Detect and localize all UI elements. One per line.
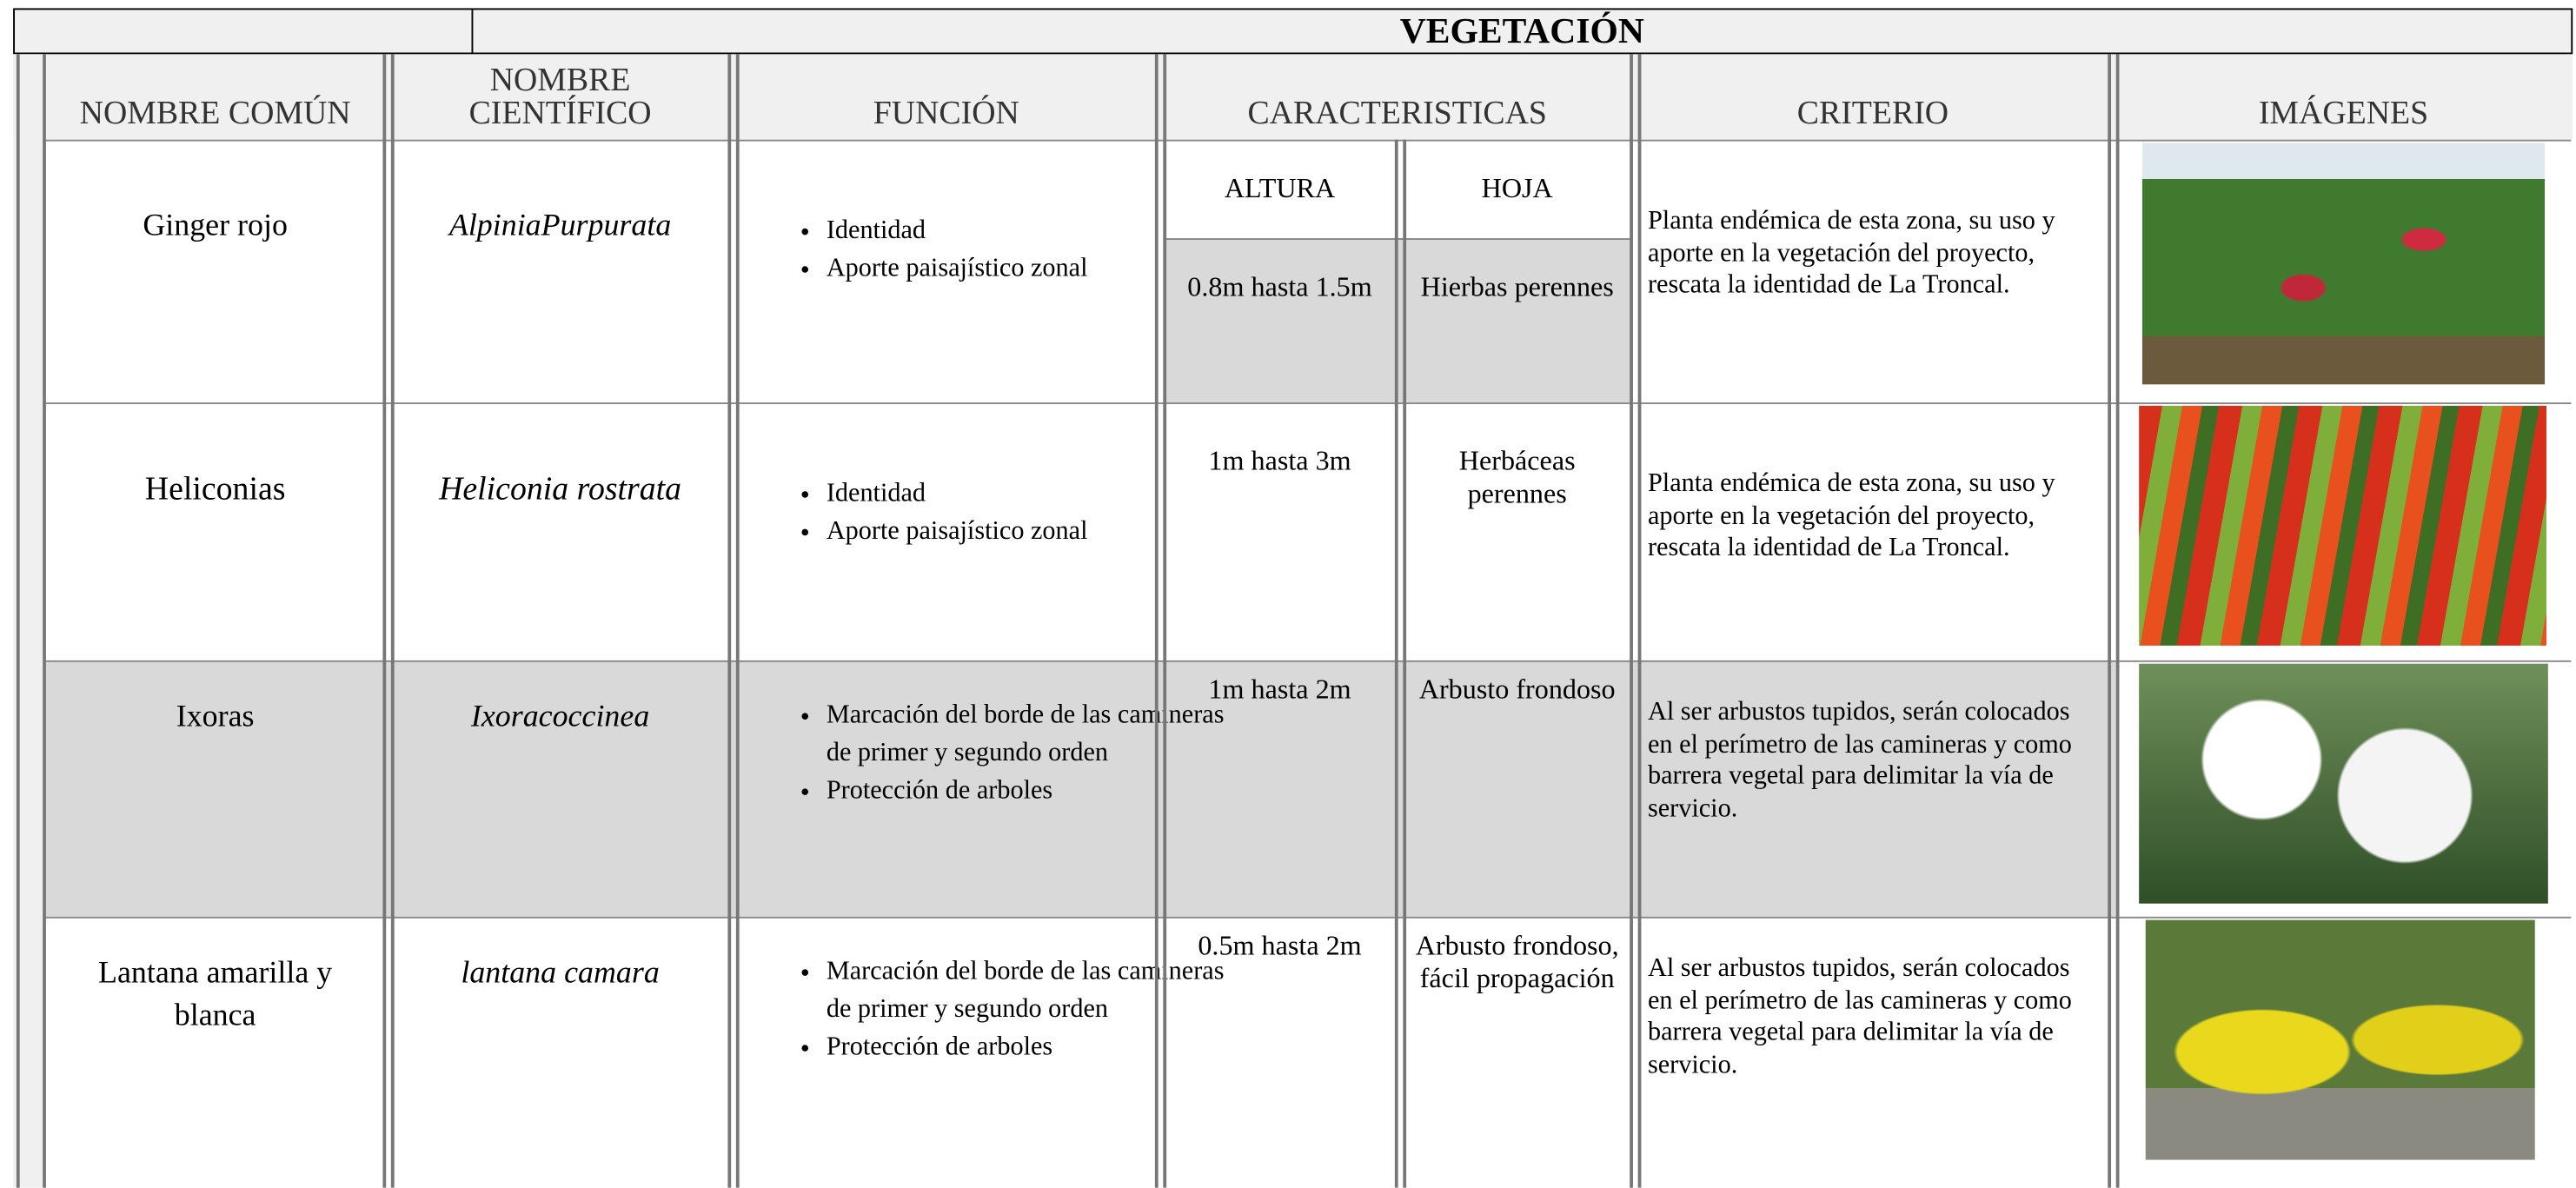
v-line — [1163, 54, 1167, 1188]
column-header: NOMBRE COMÚN — [46, 54, 384, 139]
function-item: Identidad — [827, 212, 1231, 249]
subheader: ALTURA — [1224, 172, 1336, 204]
scientific-name: Heliconia rostrata — [439, 471, 682, 508]
column-header: NOMBRE CIENTÍFICO — [391, 54, 729, 139]
v-line — [43, 54, 46, 1188]
v-line — [1637, 54, 1642, 1188]
function-list: IdentidadAporte paisajístico zonal — [736, 475, 1231, 550]
criterion: Planta endémica de esta zona, su uso y a… — [1647, 207, 2055, 300]
function-item: Protección de arboles — [827, 1028, 1231, 1065]
common-name: Heliconias — [144, 471, 286, 508]
criterion: Al ser arbustos tupidos, serán colocados… — [1647, 954, 2072, 1078]
title-divider — [471, 8, 474, 55]
v-line — [735, 54, 740, 1188]
v-line — [1394, 139, 1398, 1188]
column-header-text: IMÁGENES — [2258, 95, 2429, 132]
column-header-text: FUNCIÓN — [873, 95, 1019, 132]
v-line — [2108, 54, 2112, 1188]
h-line — [45, 402, 2572, 405]
criterion: Planta endémica de esta zona, su uso y a… — [1647, 469, 2055, 562]
column-header-text: NOMBRE CIENTÍFICO — [468, 62, 652, 132]
h-line — [45, 660, 2572, 662]
common-name: Ginger rojo — [143, 209, 288, 243]
height: 1m hasta 3m — [1208, 445, 1351, 477]
column-header: FUNCIÓN — [736, 54, 1157, 139]
plant-image — [2145, 919, 2535, 1160]
header-bg — [13, 54, 2573, 140]
common-name: Lantana amarilla y blanca — [98, 956, 333, 1033]
v-line — [727, 54, 732, 1188]
v-line — [1630, 54, 1633, 1188]
function-item: Marcación del borde de las camineras de … — [827, 952, 1231, 1028]
scientific-name: Ixoracoccinea — [470, 700, 650, 734]
function-item: Identidad — [827, 475, 1231, 512]
scientific-name: lantana camara — [461, 956, 660, 991]
v-line — [16, 54, 20, 1188]
leaf: Arbusto frondoso, fácil propagación — [1415, 929, 1619, 995]
v-line — [1403, 139, 1407, 1188]
function-item: Aporte paisajístico zonal — [827, 249, 1231, 287]
h-line — [45, 139, 2572, 142]
leaf: Arbusto frondoso — [1418, 674, 1616, 705]
common-name: Ixoras — [176, 700, 255, 734]
function-item: Protección de arboles — [827, 772, 1231, 809]
column-header: CARACTERISTICAS — [1163, 54, 1631, 139]
v-line — [1154, 54, 1159, 1188]
function-list: Marcación del borde de las camineras de … — [736, 952, 1231, 1065]
column-header-text: CRITERIO — [1796, 95, 1949, 132]
plant-image — [2141, 143, 2546, 385]
v-line — [390, 54, 395, 1188]
column-header: CRITERIO — [1638, 54, 2108, 139]
height: 1m hasta 2m — [1208, 674, 1351, 705]
title: VEGETACIÓN — [1399, 10, 1644, 51]
height: 0.8m hasta 1.5m — [1187, 270, 1372, 302]
height: 0.5m hasta 2m — [1198, 929, 1362, 961]
h-line — [45, 916, 2572, 919]
criterion: Al ser arbustos tupidos, serán colocados… — [1647, 698, 2072, 823]
function-list: IdentidadAporte paisajístico zonal — [736, 212, 1231, 288]
leaf: Herbáceas perennes — [1458, 445, 1576, 510]
leaf: Hierbas perennes — [1420, 270, 1614, 302]
function-item: Marcación del borde de las camineras de … — [827, 696, 1231, 772]
plant-image — [2139, 663, 2548, 904]
v-line — [2115, 54, 2120, 1188]
function-item: Aporte paisajístico zonal — [827, 513, 1231, 550]
title-row — [13, 8, 2573, 55]
column-header-text: CARACTERISTICAS — [1247, 95, 1547, 132]
scientific-name: AlpiniaPurpurata — [448, 209, 672, 243]
row-bg — [45, 660, 2116, 917]
v-line — [382, 54, 387, 1188]
column-header: IMÁGENES — [2116, 54, 2572, 139]
subheader: HOJA — [1481, 172, 1553, 204]
column-header-text: NOMBRE COMÚN — [79, 95, 351, 132]
plant-image — [2139, 405, 2546, 646]
